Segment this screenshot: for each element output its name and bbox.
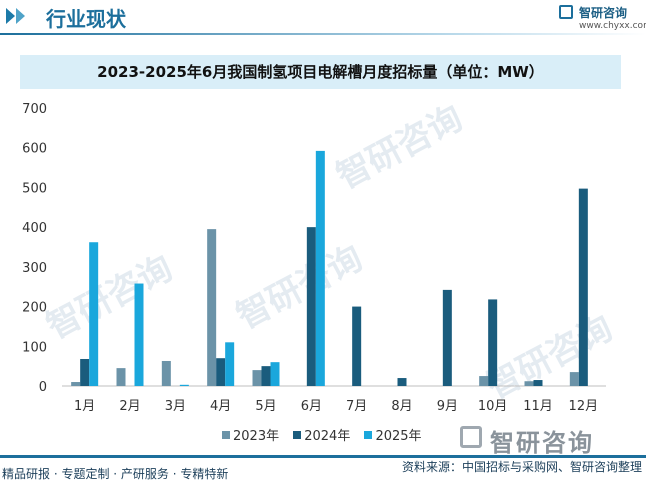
x-tick-label: 12月 xyxy=(569,399,599,414)
bar-2023年-5月 xyxy=(252,370,262,386)
legend-label: 2023年 xyxy=(233,429,280,444)
bar-2023年-1月 xyxy=(71,382,81,386)
brand-name: 智研咨询 xyxy=(579,6,628,20)
y-tick-label: 500 xyxy=(22,181,47,196)
bar-2024年-11月 xyxy=(533,380,543,386)
bar-2024年-4月 xyxy=(216,358,226,386)
legend-item-2025: 2025年 xyxy=(364,425,422,444)
x-tick-label: 5月 xyxy=(255,399,276,414)
bar-2023年-3月 xyxy=(161,360,171,386)
x-tick-label: 11月 xyxy=(523,399,553,414)
legend-swatch-icon xyxy=(222,431,230,439)
x-tick-label: 1月 xyxy=(74,399,95,414)
x-tick-label: 10月 xyxy=(478,399,508,414)
bar-2025年-2月 xyxy=(134,283,144,386)
bar-2024年-12月 xyxy=(578,188,588,386)
x-tick-label: 7月 xyxy=(346,399,367,414)
brand-url: www.chyxx.com xyxy=(579,21,646,31)
y-tick-label: 0 xyxy=(39,380,47,395)
bar-2024年-9月 xyxy=(442,289,452,386)
section-title: 行业现状 xyxy=(46,7,126,31)
bar-2024年-5月 xyxy=(261,366,271,386)
x-tick-label: 3月 xyxy=(165,399,186,414)
bar-2024年-6月 xyxy=(306,227,316,386)
bar-2024年-7月 xyxy=(352,306,362,386)
header-arrow-icon xyxy=(6,8,15,24)
chart-title-band: 2023-2025年6月我国制氢项目电解槽月度招标量（单位：MW） xyxy=(20,55,621,89)
x-tick-label: 6月 xyxy=(301,399,322,414)
legend-item-2023: 2023年 xyxy=(222,425,279,444)
brand-logo-icon xyxy=(460,426,482,448)
data-source: 资料来源：中国招标与采购网、智研咨询整理 xyxy=(401,460,642,474)
bar-2025年-3月 xyxy=(179,384,189,386)
y-tick-label: 100 xyxy=(22,340,47,355)
header-arrow-icon xyxy=(16,8,25,24)
header-divider xyxy=(0,33,646,35)
x-tick-label: 8月 xyxy=(391,399,412,414)
bar-2023年-11月 xyxy=(524,381,534,386)
bar-2025年-6月 xyxy=(315,150,325,386)
bottom-brand-name: 智研咨询 xyxy=(490,429,594,457)
bar-2025年-5月 xyxy=(270,362,280,386)
y-tick-label: 600 xyxy=(22,142,47,157)
x-tick-label: 4月 xyxy=(210,399,231,414)
y-tick-label: 700 xyxy=(22,102,47,117)
bar-2023年-2月 xyxy=(116,368,126,386)
page-header: 行业现状 智研咨询 www.chyxx.com xyxy=(0,0,646,35)
logo-icon xyxy=(559,5,573,19)
bar-2023年-12月 xyxy=(569,372,579,386)
bar-2024年-8月 xyxy=(397,378,407,386)
bar-2023年-4月 xyxy=(207,229,217,386)
legend-swatch-icon xyxy=(293,431,302,439)
footer-strip xyxy=(0,455,646,458)
bar-2023年-10月 xyxy=(479,376,489,386)
bar-2025年-4月 xyxy=(225,342,235,386)
bar-2025年-1月 xyxy=(89,242,99,386)
legend-swatch-icon xyxy=(364,431,373,439)
bar-2024年-10月 xyxy=(488,299,498,386)
legend-label: 2025年 xyxy=(375,429,422,444)
y-tick-label: 200 xyxy=(22,301,47,316)
page-footer: 精品研报 · 专题定制 · 产研服务 · 专精特新 资料来源：中国招标与采购网、… xyxy=(0,455,646,487)
x-tick-label: 9月 xyxy=(437,399,458,414)
legend-item-2024: 2024年 xyxy=(293,425,350,444)
y-tick-label: 400 xyxy=(22,221,47,236)
bar-2024年-1月 xyxy=(80,358,90,386)
chart-legend: 2023年 2024年 2025年 xyxy=(222,425,432,444)
legend-label: 2024年 xyxy=(304,429,351,444)
y-tick-label: 300 xyxy=(22,261,47,276)
x-tick-label: 2月 xyxy=(119,399,140,414)
footer-services: 精品研报 · 专题定制 · 产研服务 · 专精特新 xyxy=(2,467,229,481)
chart-title: 2023-2025年6月我国制氢项目电解槽月度招标量（单位：MW） xyxy=(97,63,544,81)
